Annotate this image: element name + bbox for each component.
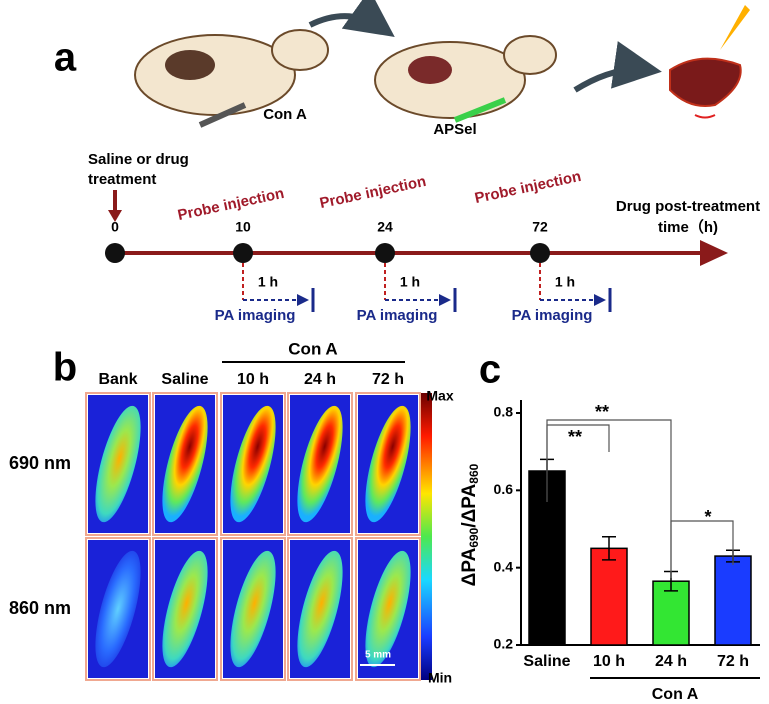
- colorbar: [421, 393, 432, 680]
- bar: [590, 547, 628, 646]
- delay-label: 1 h: [258, 274, 278, 290]
- y-tick-label: 0.2: [494, 636, 514, 652]
- heatmap-blob: [95, 405, 141, 523]
- imaging-label: PA imaging: [512, 307, 593, 324]
- colorbar-min: Min: [428, 670, 452, 686]
- imaging-label: PA imaging: [215, 307, 296, 324]
- delay-label: 1 h: [400, 274, 420, 290]
- probe-injection: Probe injection: [318, 173, 428, 212]
- probe-injection: Probe injection: [473, 168, 583, 207]
- heatmap-blob: [297, 405, 343, 523]
- y-axis-label-part: ΔPA: [459, 547, 480, 586]
- image-grid: [85, 392, 421, 681]
- heatmap-blob: [297, 550, 343, 668]
- bar: [652, 580, 690, 646]
- timepoint-dot: [233, 243, 253, 263]
- heatmap-blob: [162, 550, 208, 668]
- axis-title: time（h): [658, 218, 718, 236]
- significance-bracket: [546, 419, 672, 578]
- column-label: 10 h: [237, 371, 269, 388]
- heatmap-blob: [365, 550, 411, 668]
- timepoint-label: 72: [532, 219, 548, 235]
- heatmap-blob: [230, 550, 276, 668]
- row-label: 860 nm: [9, 598, 71, 618]
- probe-injection: Probe injection: [176, 185, 286, 224]
- drug-label: APSel: [433, 121, 476, 138]
- start-arrowhead: [108, 210, 122, 222]
- panel-label: a: [54, 36, 77, 80]
- significance-label: **: [568, 427, 582, 447]
- timepoint-dot: [105, 243, 125, 263]
- y-tick-label: 0.6: [494, 481, 514, 497]
- heatmap-blob: [230, 405, 276, 523]
- start-label: Saline or drug: [88, 151, 189, 168]
- heatmap-blob: [95, 550, 141, 668]
- column-label: Bank: [98, 371, 137, 388]
- timepoint-label: 0: [111, 219, 119, 235]
- group-label: Con A: [652, 686, 699, 703]
- panel-label: b: [53, 346, 77, 390]
- y-axis-label-part: /ΔPA: [459, 483, 480, 527]
- group-label: Con A: [288, 339, 337, 358]
- y-axis-label: ΔPA690/ΔPA860: [459, 463, 481, 586]
- panel-label: c: [479, 348, 501, 392]
- y-axis-label-part: 690: [467, 527, 481, 547]
- y-axis-label-part: 860: [467, 463, 481, 483]
- x-tick-label: Saline: [523, 653, 570, 670]
- timepoint-dot: [375, 243, 395, 263]
- x-tick-label: 24 h: [655, 653, 687, 670]
- mouse-illustration: [134, 0, 750, 128]
- timeline-arrow: [700, 240, 728, 266]
- scale-bar-label: 5 mm: [365, 650, 391, 661]
- significance-label: *: [704, 507, 711, 527]
- bar: [714, 555, 752, 646]
- timepoint-dot: [530, 243, 550, 263]
- heatmap-blob: [365, 405, 411, 523]
- delay-label: 1 h: [555, 274, 575, 290]
- imaging-label: PA imaging: [357, 307, 438, 324]
- error-bar: [602, 535, 616, 561]
- x-tick-label: 72 h: [717, 653, 749, 670]
- timepoint-label: 10: [235, 219, 251, 235]
- row-label: 690 nm: [9, 453, 71, 473]
- y-tick-label: 0.4: [494, 558, 514, 574]
- x-tick-label: 10 h: [593, 653, 625, 670]
- y-tick-label: 0.8: [494, 404, 514, 420]
- colorbar-max: Max: [426, 388, 453, 404]
- drug-label: Con A: [263, 106, 307, 123]
- timepoint-label: 24: [377, 219, 393, 235]
- heatmap-blob: [162, 405, 208, 523]
- axis-title: Drug post-treatment: [616, 198, 760, 215]
- column-label: Saline: [161, 371, 208, 388]
- significance-bracket: [670, 520, 734, 578]
- significance-label: **: [595, 402, 609, 422]
- start-label: treatment: [88, 171, 156, 188]
- column-label: 72 h: [372, 371, 404, 388]
- column-label: 24 h: [304, 371, 336, 388]
